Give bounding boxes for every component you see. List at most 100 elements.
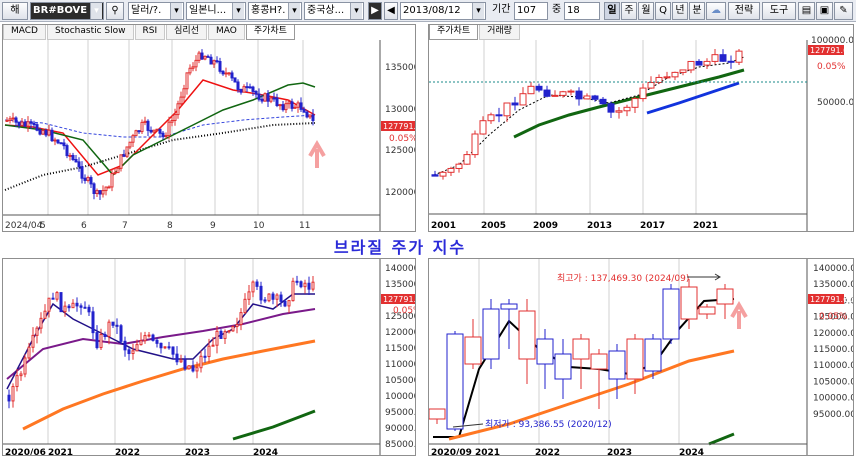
tab-price-chart[interactable]: 주가차트 xyxy=(245,25,295,40)
candle xyxy=(195,367,199,372)
interval-quarter[interactable]: Q xyxy=(655,2,671,20)
candle xyxy=(170,119,174,123)
tab-mao[interactable]: MAO xyxy=(207,25,245,40)
chart-panel-yearly[interactable]: 주가차트 거래량 100000.00 127791.60 0.05% 50000… xyxy=(428,24,854,232)
mode-button[interactable]: 해 xyxy=(2,2,28,20)
interval-week[interactable]: 주 xyxy=(621,2,637,20)
candle xyxy=(429,408,446,420)
candle xyxy=(191,66,195,69)
candle xyxy=(511,102,519,106)
ticker-select[interactable]: BR#BOVE xyxy=(30,2,104,20)
candle xyxy=(17,121,21,126)
tools-button[interactable]: 도구 xyxy=(762,2,796,20)
candle xyxy=(158,128,162,134)
candle xyxy=(283,300,287,307)
x-tick: 2023 xyxy=(607,448,632,456)
candle xyxy=(503,102,511,117)
candle xyxy=(8,118,12,121)
candle xyxy=(307,282,311,290)
ma-dotted xyxy=(433,56,745,176)
candle xyxy=(101,190,105,195)
interval-minute[interactable]: 분 xyxy=(689,2,705,20)
candle xyxy=(735,50,743,63)
candle xyxy=(227,72,231,75)
chart-panel-weekly[interactable]: 140000.00135000.00130000.00125000.001200… xyxy=(2,258,416,456)
candle xyxy=(495,114,503,117)
candle xyxy=(266,93,270,102)
date-field[interactable]: 2013/08/12 xyxy=(400,2,486,20)
tab-psychology[interactable]: 심리선 xyxy=(166,25,207,40)
candle xyxy=(500,303,518,310)
candle xyxy=(527,85,535,95)
candle xyxy=(287,101,291,105)
candle xyxy=(284,103,288,111)
x-tick: 2020/06 xyxy=(5,448,46,456)
candle xyxy=(639,87,647,100)
candle xyxy=(655,76,663,84)
candle xyxy=(55,292,59,300)
chart-panel-quarterly[interactable]: 140000.00135000.00130000.00125000.001200… xyxy=(428,258,854,456)
candle xyxy=(535,85,543,91)
candle xyxy=(243,298,247,314)
candle xyxy=(175,353,179,363)
tab-stochastic[interactable]: Stochastic Slow xyxy=(46,25,134,40)
candle xyxy=(183,359,187,370)
tab-rsi[interactable]: RSI xyxy=(134,25,166,40)
folder-icon[interactable]: ▤ xyxy=(798,2,815,20)
candle xyxy=(263,299,267,302)
price-label: 127791.60 xyxy=(810,46,853,55)
candle xyxy=(608,350,626,380)
interval-month[interactable]: 월 xyxy=(638,2,654,20)
chart-panel-daily[interactable]: MACD Stochastic Slow RSI 심리선 MAO 주가차트 13… xyxy=(2,24,416,232)
candle xyxy=(50,129,54,142)
candle xyxy=(63,305,67,313)
candle xyxy=(644,338,662,372)
market-select-1[interactable]: 일본니... xyxy=(186,2,246,20)
market-select-2[interactable]: 홍콩H?. xyxy=(248,2,302,20)
current-price-arrow-icon xyxy=(308,140,326,168)
candle xyxy=(87,306,91,313)
candle xyxy=(122,154,126,157)
candle xyxy=(35,124,39,131)
currency-select[interactable]: 달러/?. xyxy=(128,2,184,20)
strategy-button[interactable]: 전략 xyxy=(728,2,760,20)
interval-day[interactable]: 일 xyxy=(604,2,620,20)
candle xyxy=(152,129,156,133)
candle xyxy=(727,60,735,63)
prev-icon[interactable]: ◀ xyxy=(384,2,398,20)
x-tick: 11 xyxy=(299,221,310,231)
cloud-icon[interactable]: ☁ xyxy=(706,2,726,20)
candle xyxy=(155,128,159,131)
search-icon[interactable]: ⚲ xyxy=(106,2,124,20)
candle xyxy=(572,338,590,360)
candle xyxy=(623,106,631,112)
save-icon[interactable]: ▣ xyxy=(816,2,833,20)
candle xyxy=(116,167,120,174)
change-label: 0.05% xyxy=(393,306,416,316)
candle xyxy=(287,300,291,307)
candle xyxy=(91,311,95,334)
candle xyxy=(77,161,81,168)
wrench-icon[interactable]: ✎ xyxy=(834,2,853,20)
candle xyxy=(463,154,471,165)
candle xyxy=(47,129,51,136)
candle xyxy=(203,355,207,358)
candle xyxy=(263,93,267,102)
candle xyxy=(75,302,79,307)
tab-macd[interactable]: MACD xyxy=(3,25,46,40)
tab-price-chart-2[interactable]: 주가차트 xyxy=(429,25,479,40)
ma-blue xyxy=(646,81,740,115)
toolbar: 해 BR#BOVE ⚲ 달러/?. 일본니... 홍콩H?. 중국상... ▶ … xyxy=(0,0,856,22)
candle xyxy=(591,95,599,100)
play-icon[interactable]: ▶ xyxy=(368,2,382,20)
candle xyxy=(115,324,119,327)
mid-input[interactable]: 18 xyxy=(564,2,600,20)
candle xyxy=(254,90,258,95)
market-select-3[interactable]: 중국상... xyxy=(304,2,364,20)
period-input[interactable]: 107 xyxy=(514,2,548,20)
interval-year[interactable]: 년 xyxy=(672,2,688,20)
candle xyxy=(218,61,222,72)
tab-volume[interactable]: 거래량 xyxy=(479,25,520,40)
candle xyxy=(269,97,273,102)
candle xyxy=(716,288,734,305)
